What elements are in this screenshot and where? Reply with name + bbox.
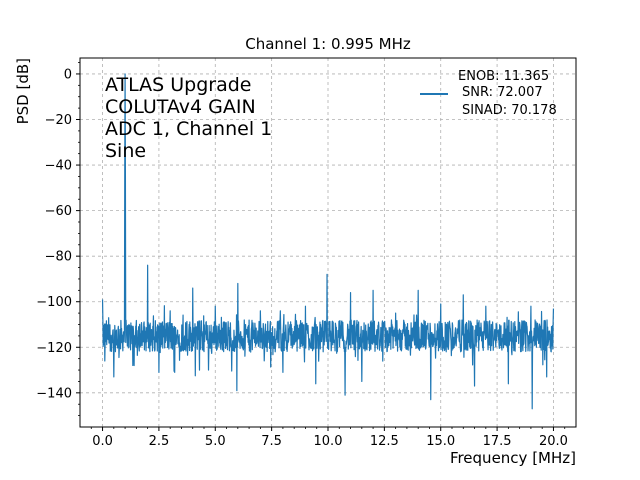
chart-title: Channel 1: 0.995 MHz	[245, 35, 411, 53]
annotation-line-3: ADC 1, Channel 1	[105, 118, 272, 140]
annotation-line-4: Sine	[105, 140, 146, 162]
x-tick-label: 17.5	[483, 434, 512, 449]
legend-sinad: SINAD: 70.178	[462, 103, 557, 118]
y-tick-label: 0	[64, 67, 72, 82]
legend-snr: SNR: 72.007	[462, 85, 543, 100]
y-axis: 0 −20 −40 −60 −80 −100 −120 −140	[36, 62, 80, 417]
y-tick-label: −140	[36, 386, 72, 401]
x-tick-label: 15.0	[426, 434, 455, 449]
psd-series-line	[101, 73, 555, 410]
x-tick-label: 7.5	[261, 434, 282, 449]
x-tick-label: 20.0	[539, 434, 568, 449]
x-tick-label: 5.0	[205, 434, 226, 449]
y-tick-label: −60	[45, 204, 72, 219]
y-tick-label: −20	[45, 113, 72, 128]
x-tick-label: 10.0	[314, 434, 343, 449]
legend-enob: ENOB: 11.365	[458, 69, 549, 84]
y-tick-label: −120	[36, 341, 72, 356]
x-tick-label: 12.5	[370, 434, 399, 449]
y-axis-label: PSD [dB]	[14, 58, 32, 124]
legend: ENOB: 11.365 SNR: 72.007 SINAD: 70.178	[420, 69, 557, 118]
plot-area	[101, 73, 555, 410]
y-tick-label: −80	[45, 250, 72, 265]
x-tick-label: 0.0	[92, 434, 113, 449]
y-tick-label: −40	[45, 159, 72, 174]
x-axis-label: Frequency [MHz]	[450, 449, 576, 467]
x-axis: 0.0 2.5 5.0 7.5 10.0 12.5 15.0 17.5 20.0	[90, 427, 568, 449]
annotation-line-2: COLUTAv4 GAIN	[105, 96, 256, 118]
x-tick-label: 2.5	[149, 434, 170, 449]
annotation-block: ATLAS Upgrade COLUTAv4 GAIN ADC 1, Chann…	[105, 74, 272, 162]
annotation-line-1: ATLAS Upgrade	[105, 74, 251, 96]
y-tick-label: −100	[36, 295, 72, 310]
